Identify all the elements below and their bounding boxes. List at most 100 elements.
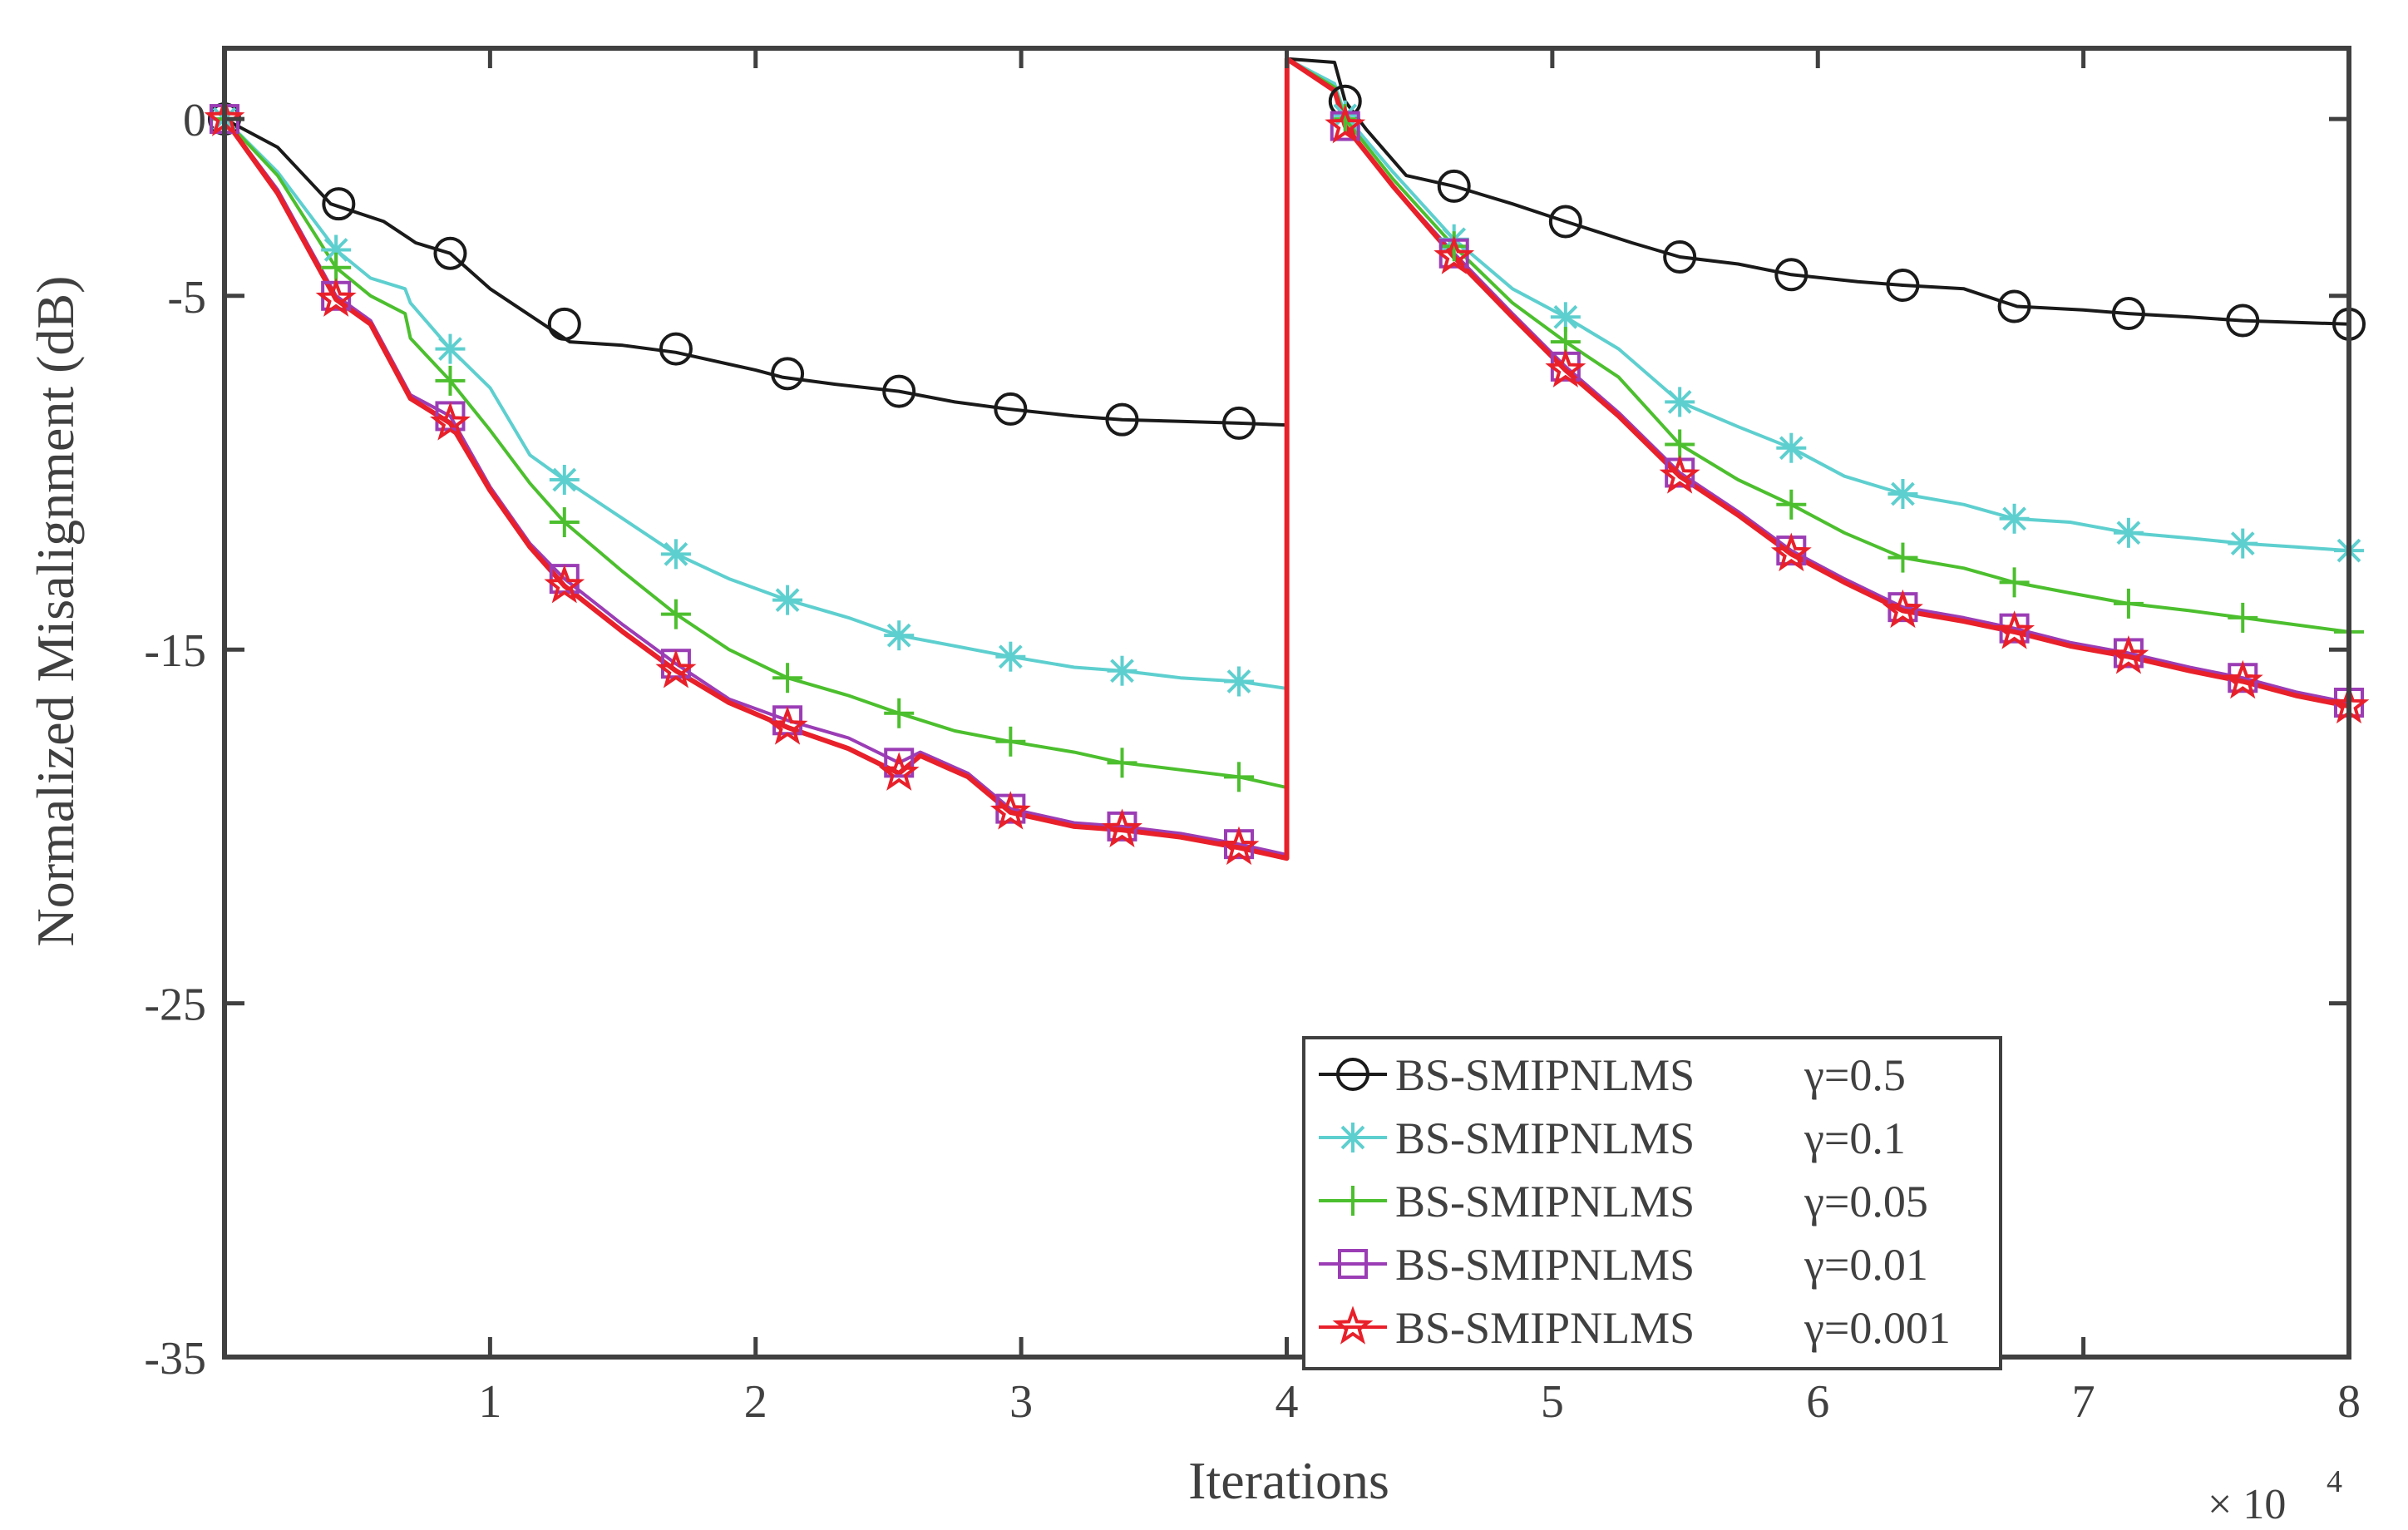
data-point-3 <box>321 252 352 283</box>
data-point-1 <box>433 236 467 270</box>
x-tick-label: 4 <box>1276 1376 1299 1428</box>
data-point-2 <box>321 234 352 265</box>
svg-text:4: 4 <box>2327 1464 2342 1499</box>
data-point-5 <box>1545 348 1586 387</box>
data-point-3 <box>995 726 1026 757</box>
y-tick-label: -15 <box>144 625 206 677</box>
data-point-3 <box>435 365 466 396</box>
legend-marker <box>1338 1186 1368 1216</box>
legend-item: BS-SMIPNLMS γ=0.1 <box>1319 1113 1906 1163</box>
data-point-1 <box>1222 406 1256 440</box>
x-multiplier-exponent: 4 <box>2327 1464 2342 1499</box>
data-point-5 <box>1994 610 2035 649</box>
data-point-5 <box>878 752 920 791</box>
x-tick-label: 6 <box>1806 1376 1829 1428</box>
x-multiplier-base: × 10 <box>2208 1481 2286 1528</box>
data-point-2 <box>884 620 915 651</box>
data-point-2 <box>549 464 580 495</box>
y-axis-label: Normalized Misalignment (dB) <box>26 276 85 947</box>
data-point-5 <box>767 706 808 745</box>
data-point-5 <box>1102 808 1142 848</box>
data-point-1 <box>771 357 805 391</box>
data-point-3 <box>1776 489 1807 520</box>
data-point-5 <box>1882 589 1923 629</box>
data-point-3 <box>1887 542 1918 573</box>
data-point-3 <box>660 599 691 629</box>
x-tick-label: 2 <box>744 1376 767 1428</box>
data-point-1 <box>1774 258 1808 292</box>
data-point-3 <box>2113 588 2144 619</box>
data-point-1 <box>1997 289 2031 323</box>
data-point-2 <box>995 641 1026 672</box>
y-tick-label: -5 <box>167 272 206 323</box>
legend-item: BS-SMIPNLMS γ=0.05 <box>1319 1177 1928 1226</box>
data-point-1 <box>2111 297 2145 331</box>
data-point-5 <box>544 564 585 604</box>
data-point-5 <box>989 791 1031 830</box>
data-point-2 <box>1224 666 1255 697</box>
data-point-2 <box>1776 432 1807 463</box>
data-point-2 <box>2113 517 2144 548</box>
data-point-1 <box>1437 169 1471 203</box>
data-point-2 <box>772 585 803 615</box>
series-line-2 <box>225 57 2349 690</box>
legend-label: BS-SMIPNLMS <box>1395 1113 1695 1163</box>
data-point-5 <box>429 402 471 441</box>
data-point-3 <box>2228 602 2258 633</box>
legend-marker <box>1332 1305 1374 1345</box>
legend-param: γ=0.1 <box>1804 1113 1906 1163</box>
data-point-2 <box>660 539 691 570</box>
legend: BS-SMIPNLMS γ=0.5BS-SMIPNLMS γ=0.1BS-SMIPN… <box>1302 1036 2002 1370</box>
legend-param: γ=0.01 <box>1804 1240 1928 1290</box>
data-point-3 <box>1107 748 1137 778</box>
data-point-1 <box>659 332 693 366</box>
y-tick-label: -35 <box>144 1333 206 1384</box>
data-point-1 <box>2226 304 2260 338</box>
legend-param: γ=0.05 <box>1804 1177 1928 1226</box>
data-point-5 <box>1325 104 1366 144</box>
data-point-5 <box>1659 454 1700 494</box>
data-point-3 <box>1665 429 1695 460</box>
data-point-5 <box>655 649 697 688</box>
legend-marker <box>1338 1123 1368 1152</box>
data-point-1 <box>1886 269 1920 303</box>
x-tick-label: 5 <box>1541 1376 1564 1428</box>
legend-label: BS-SMIPNLMS <box>1395 1050 1695 1100</box>
data-point-5 <box>2222 659 2263 699</box>
data-point-3 <box>549 507 580 538</box>
legend-label: BS-SMIPNLMS <box>1395 1177 1695 1226</box>
data-point-2 <box>435 333 466 364</box>
data-point-2 <box>1887 479 1918 510</box>
data-point-3 <box>1999 567 2030 598</box>
series-line-5 <box>225 56 2349 861</box>
data-point-2 <box>1999 503 2030 534</box>
legend-box <box>1302 1036 2002 1370</box>
legend-marker <box>1336 1058 1369 1091</box>
legend-param: γ=0.001 <box>1804 1303 1951 1353</box>
data-point-3 <box>772 663 803 693</box>
y-tick-label: 0 <box>183 95 206 146</box>
data-point-3 <box>884 698 915 728</box>
legend-marker <box>1338 1249 1368 1279</box>
y-tick-label: -25 <box>144 980 206 1031</box>
x-axis-multiplier: × 10 4 <box>2208 1464 2342 1528</box>
data-point-1 <box>547 307 581 341</box>
data-point-2 <box>1107 655 1137 686</box>
x-tick-label: 3 <box>1009 1376 1033 1428</box>
svg-text:× 10: × 10 <box>2208 1481 2286 1528</box>
data-point-1 <box>994 392 1028 426</box>
x-tick-label: 1 <box>478 1376 501 1428</box>
data-point-5 <box>1770 532 1812 572</box>
data-point-2 <box>1665 387 1695 417</box>
legend-param: γ=0.5 <box>1804 1050 1906 1100</box>
data-point-1 <box>1105 402 1139 437</box>
data-point-2 <box>2228 528 2258 559</box>
series-line-4 <box>225 57 2349 856</box>
data-point-5 <box>1218 826 1260 866</box>
data-point-5 <box>1433 235 1475 274</box>
data-point-1 <box>882 374 916 408</box>
data-point-5 <box>2108 634 2149 674</box>
data-point-4 <box>884 748 915 778</box>
x-tick-label: 7 <box>2072 1376 2095 1428</box>
